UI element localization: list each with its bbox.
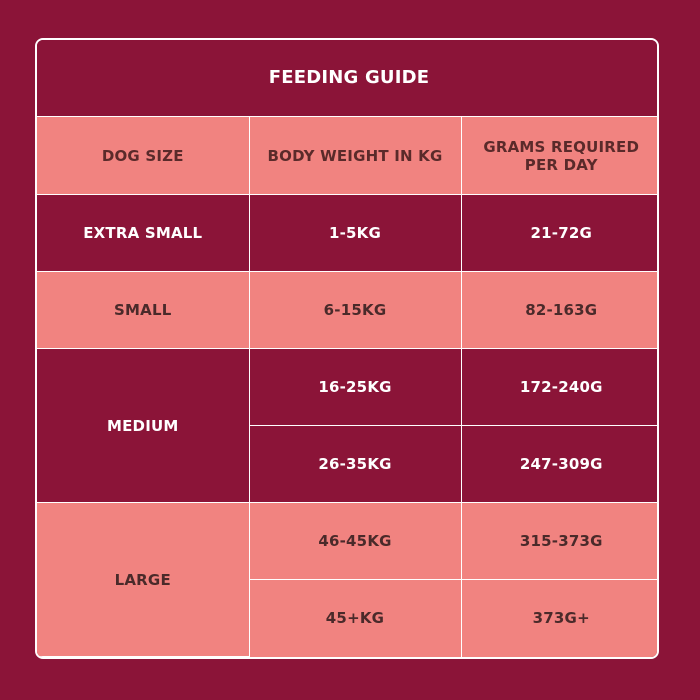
- header-grams-per-day: GRAMS REQUIRED PER DAY: [460, 116, 657, 195]
- cell-size-small: SMALL: [37, 271, 250, 349]
- cell-weight-small: 6-15KG: [248, 271, 462, 349]
- table-row-medium-a: MEDIUM 16-25KG 172-240G: [37, 348, 657, 503]
- cell-grams-small: 82-163G: [460, 271, 657, 349]
- table-title: FEEDING GUIDE: [37, 40, 657, 117]
- table-row-extra-small: EXTRA SMALL 1-5KG 21-72G: [37, 194, 657, 272]
- cell-weight-large-b: 45+KG: [249, 579, 462, 657]
- cell-grams-medium-a: 172-240G: [460, 348, 657, 426]
- title-row: FEEDING GUIDE: [37, 40, 657, 117]
- cell-weight-medium-a: 16-25KG: [248, 348, 462, 426]
- header-row: DOG SIZE BODY WEIGHT IN KG GRAMS REQUIRE…: [37, 116, 657, 195]
- cell-size-large: LARGE: [37, 502, 250, 657]
- table-row-small: SMALL 6-15KG 82-163G: [37, 271, 657, 349]
- cell-grams-large-a: 315-373G: [460, 502, 657, 580]
- feeding-guide-table: FEEDING GUIDE DOG SIZE BODY WEIGHT IN KG…: [37, 40, 657, 657]
- cell-size-medium: MEDIUM: [37, 348, 250, 503]
- header-dog-size: DOG SIZE: [37, 116, 250, 195]
- cell-weight-extra-small: 1-5KG: [248, 194, 462, 272]
- cell-grams-medium-b: 247-309G: [460, 425, 657, 503]
- table-row-large-a: LARGE 46-45KG 315-373G: [37, 502, 657, 657]
- table-row-medium-b: 26-35KG 247-309G: [37, 425, 657, 503]
- cell-size-extra-small: EXTRA SMALL: [37, 194, 250, 272]
- cell-grams-extra-small: 21-72G: [460, 194, 657, 272]
- header-body-weight: BODY WEIGHT IN KG: [248, 116, 462, 195]
- cell-weight-medium-b: 26-35KG: [249, 425, 462, 503]
- cell-weight-large-a: 46-45KG: [248, 502, 462, 580]
- cell-grams-large-b: 373G+: [460, 579, 657, 657]
- feeding-guide-card: FEEDING GUIDE DOG SIZE BODY WEIGHT IN KG…: [35, 38, 659, 659]
